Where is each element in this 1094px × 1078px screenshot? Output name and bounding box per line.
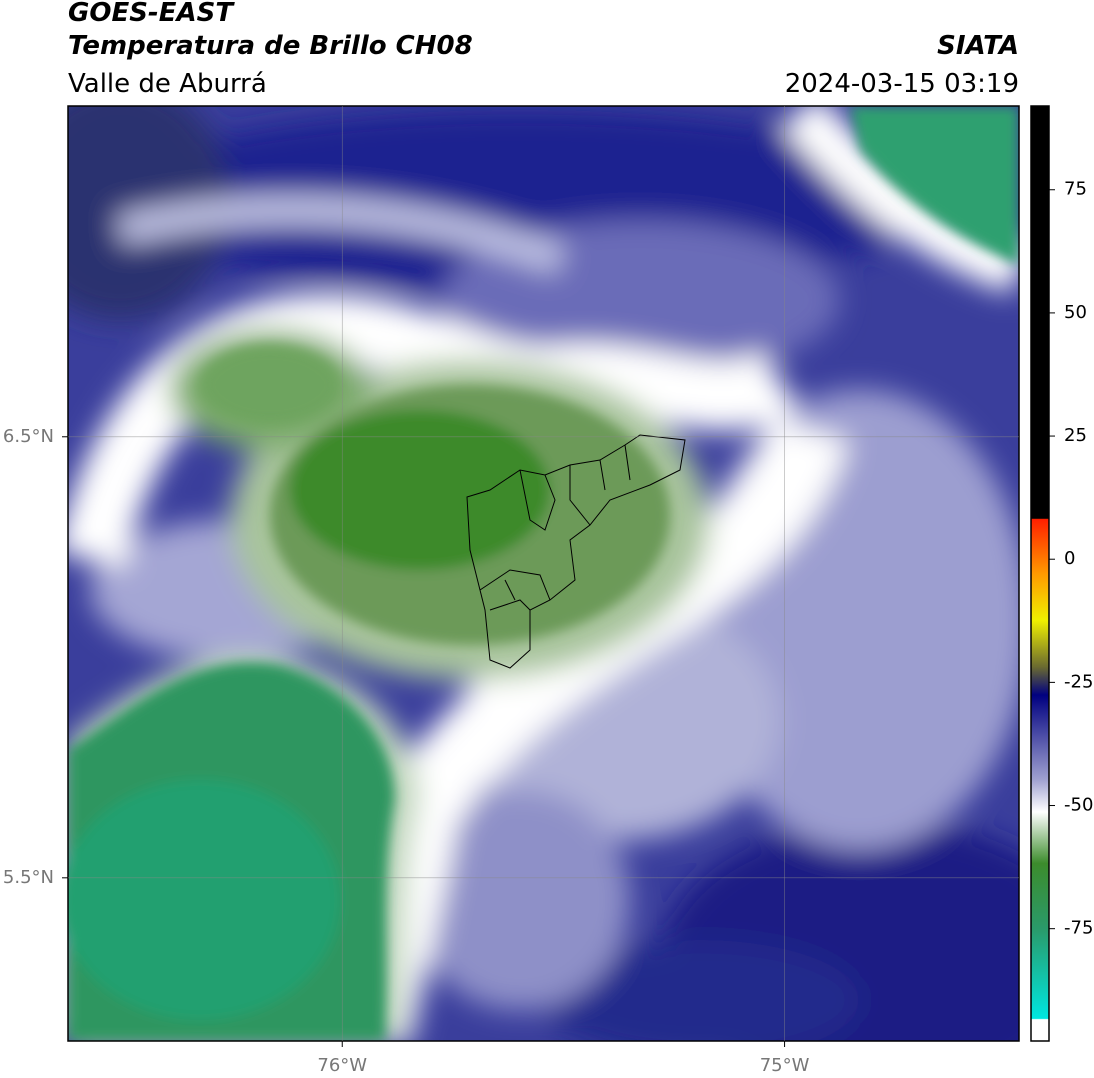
y-tick-label: 6.5°N	[3, 426, 54, 447]
datetime: 2024-03-15 03:19	[785, 69, 1019, 99]
colorbar-tick-label: 75	[1064, 179, 1087, 200]
source: SIATA	[937, 31, 1019, 61]
colorbar-tick-label: 25	[1064, 425, 1087, 446]
colorbar-tick-label: 0	[1064, 548, 1075, 569]
colorbar-tick-label: 50	[1064, 302, 1087, 323]
colorbar-tick-label: -75	[1064, 918, 1093, 939]
x-tick-label: 75°W	[760, 1055, 810, 1076]
satellite-image	[68, 106, 1019, 1041]
region: Valle de Aburrá	[68, 69, 267, 99]
map-frame	[67, 105, 1020, 1042]
title: GOES-EAST	[68, 0, 235, 28]
subtitle: Temperatura de Brillo CH08	[68, 31, 473, 61]
colorbar	[1030, 105, 1050, 1042]
colorbar-tick-label: -50	[1064, 795, 1093, 816]
colorbar-tick-label: -25	[1064, 671, 1093, 692]
x-tick-label: 76°W	[317, 1055, 367, 1076]
municipal-boundaries	[466, 434, 686, 669]
y-tick-label: 5.5°N	[3, 867, 54, 888]
